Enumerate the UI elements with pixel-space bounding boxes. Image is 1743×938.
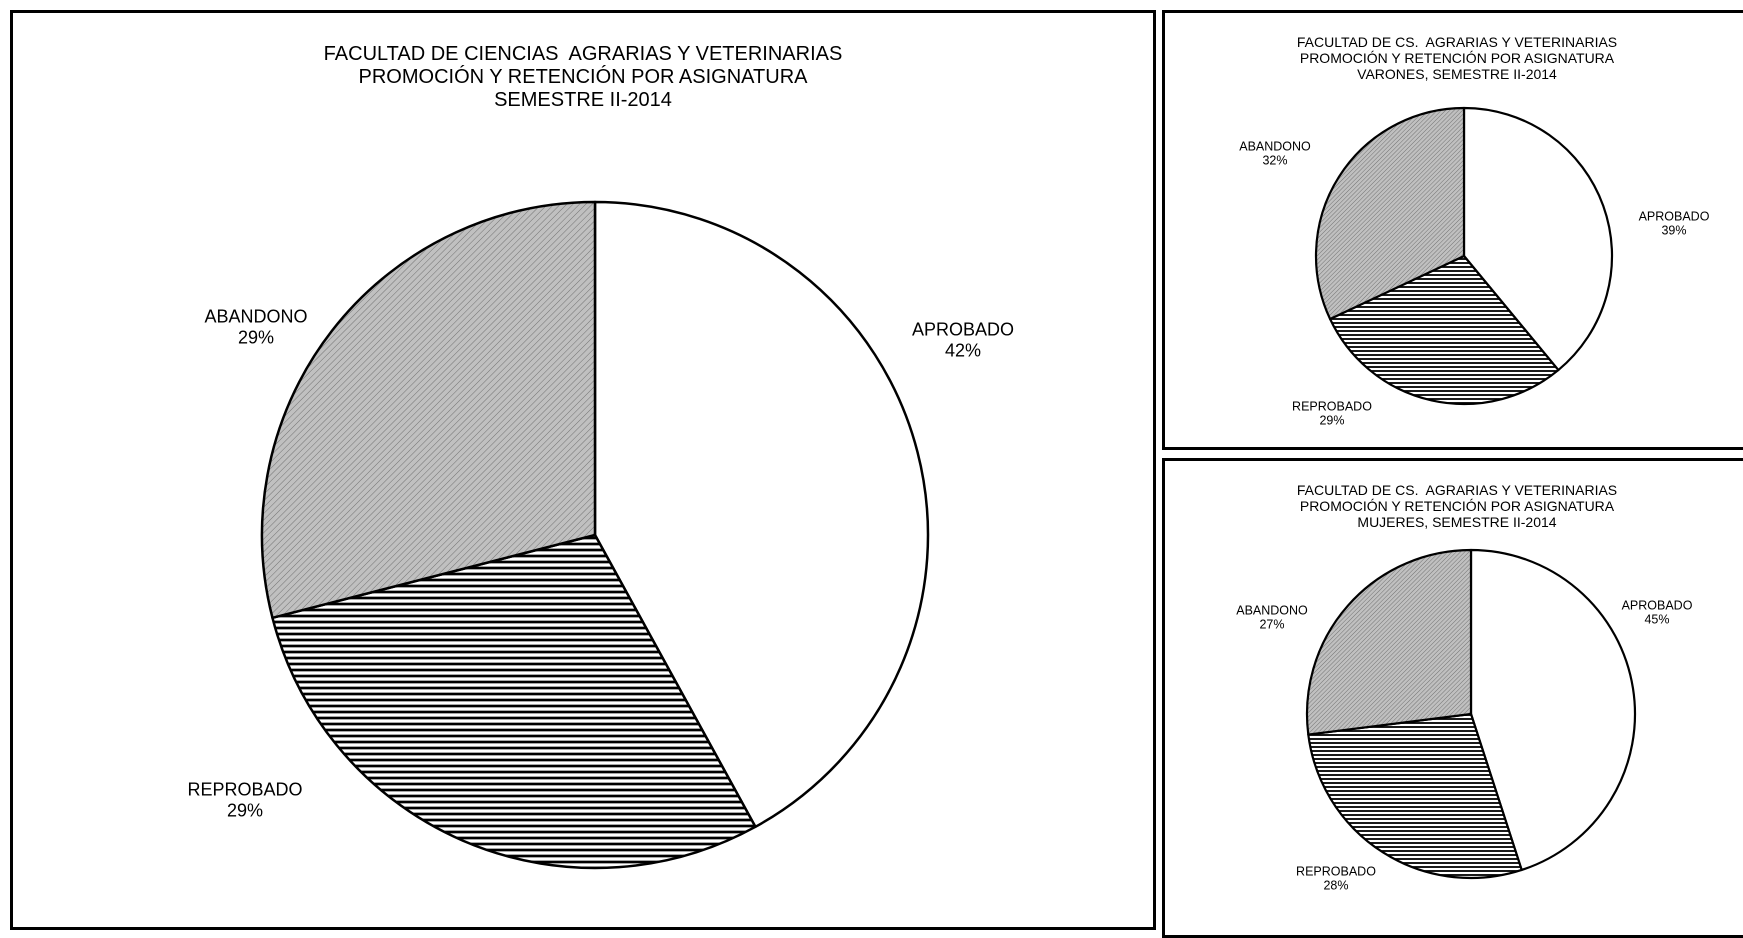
slice-label-aprobado: APROBADO 42%: [912, 319, 1014, 360]
pie-slice-abandono: [1314, 106, 1466, 321]
slice-label-name: ABANDONO: [1239, 139, 1311, 154]
pie-chart-panel-main: FACULTAD DE CIENCIAS AGRARIAS Y VETERINA…: [10, 10, 1156, 930]
slice-label-percent: 27%: [1259, 618, 1285, 632]
pie-slice-abandono: [1305, 548, 1473, 736]
slice-label-name: REPROBADO: [1292, 399, 1372, 414]
slice-label-reprobado: REPROBADO 29%: [1292, 400, 1372, 429]
chart-title-line: PROMOCIÓN Y RETENCIÓN POR ASIGNATURA: [1299, 498, 1615, 515]
slice-label-name: APROBADO: [1621, 598, 1693, 613]
slice-label-percent: 29%: [226, 800, 264, 820]
slice-label-name: REPROBADO: [187, 779, 303, 800]
chart-title-line: FACULTAD DE CS. AGRARIAS Y VETERINARIAS: [1296, 482, 1618, 498]
slice-label-percent: 32%: [1262, 154, 1288, 168]
slice-label-percent: 29%: [1319, 414, 1345, 428]
slice-label-aprobado: APROBADO 39%: [1639, 210, 1710, 239]
slice-label-percent: 28%: [1323, 879, 1349, 893]
pie-chart-svg: [260, 200, 930, 870]
chart-title: FACULTAD DE CS. AGRARIAS Y VETERINARIAS …: [1165, 34, 1743, 82]
pie-slice-reprobado: [271, 533, 757, 870]
chart-title-line: PROMOCIÓN Y RETENCIÓN POR ASIGNATURA: [1299, 50, 1615, 67]
pie-chart-panel-mujeres: FACULTAD DE CS. AGRARIAS Y VETERINARIAS …: [1162, 458, 1743, 938]
chart-title: FACULTAD DE CIENCIAS AGRARIAS Y VETERINA…: [13, 43, 1153, 112]
chart-title-line: FACULTAD DE CIENCIAS AGRARIAS Y VETERINA…: [323, 43, 843, 65]
slice-label-name: REPROBADO: [1296, 864, 1376, 879]
chart-title-line: PROMOCIÓN Y RETENCIÓN POR ASIGNATURA: [358, 66, 808, 88]
slice-label-name: APROBADO: [911, 319, 1015, 340]
pie-chart-svg: [1305, 548, 1637, 880]
slice-label-percent: 45%: [1644, 613, 1670, 627]
pie-slice-abandono: [260, 200, 597, 620]
slice-label-reprobado: REPROBADO 28%: [1296, 865, 1376, 894]
pie-chart-svg: [1314, 106, 1614, 406]
chart-title-line: FACULTAD DE CS. AGRARIAS Y VETERINARIAS: [1296, 34, 1618, 50]
pie-slice-reprobado: [1307, 712, 1523, 880]
slice-label-percent: 29%: [237, 327, 275, 347]
pie-slice-aprobado: [593, 200, 930, 829]
chart-title-line: SEMESTRE II-2014: [494, 89, 672, 111]
chart-title-line: MUJERES, SEMESTRE II-2014: [1357, 514, 1557, 531]
slice-label-abandono: ABANDONO 27%: [1236, 604, 1308, 633]
pie-chart-panel-varones: FACULTAD DE CS. AGRARIAS Y VETERINARIAS …: [1162, 10, 1743, 450]
slice-label-reprobado: REPROBADO 29%: [187, 779, 302, 820]
slice-label-percent: 42%: [944, 340, 982, 360]
slice-label-percent: 39%: [1661, 224, 1687, 238]
chart-title-line: VARONES, SEMESTRE II-2014: [1357, 66, 1557, 83]
slice-label-name: ABANDONO: [1236, 603, 1308, 618]
slice-label-aprobado: APROBADO 45%: [1622, 599, 1693, 628]
slice-label-name: ABANDONO: [204, 306, 308, 327]
pie-slice-aprobado: [1469, 548, 1637, 872]
slice-label-abandono: ABANDONO 32%: [1239, 140, 1311, 169]
chart-title: FACULTAD DE CS. AGRARIAS Y VETERINARIAS …: [1165, 482, 1743, 530]
slice-label-abandono: ABANDONO 29%: [204, 306, 307, 347]
slice-label-name: APROBADO: [1638, 209, 1710, 224]
pie-slice-aprobado: [1462, 106, 1614, 372]
